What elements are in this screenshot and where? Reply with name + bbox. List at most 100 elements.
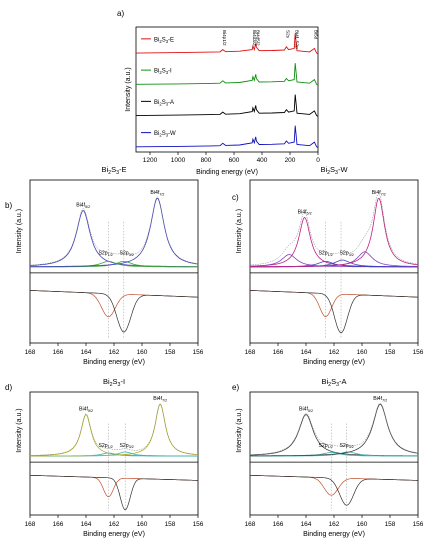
peak-label-1: S2p1/2 xyxy=(98,251,112,257)
x-tick-label: 156 xyxy=(193,521,204,528)
series-line-3 xyxy=(135,125,319,148)
y-axis-label: Intensity (a.u.) xyxy=(236,209,243,253)
difference-curve-right xyxy=(29,474,198,511)
peak-label-3: Bi4f7/2 xyxy=(372,190,386,196)
peak-label-0: Bi4f5/2 xyxy=(79,407,93,413)
x-tick-label: 164 xyxy=(81,349,92,356)
peak-label-3: Bi4f7/2 xyxy=(153,396,167,402)
x-tick-label-a-3: 600 xyxy=(229,157,240,164)
x-tick-label: 166 xyxy=(53,521,64,528)
difference-curve-left xyxy=(249,474,418,496)
x-tick-label: 160 xyxy=(357,521,368,528)
peak-label-2: S2p3/2 xyxy=(339,251,353,257)
fit-peak-0 xyxy=(250,216,418,268)
peak-label-0: Bi4f5/2 xyxy=(76,203,90,209)
x-tick-label: 160 xyxy=(357,349,368,356)
x-tick-label: 164 xyxy=(301,349,312,356)
x-tick-label: 158 xyxy=(165,349,176,356)
x-tick-label: 168 xyxy=(245,521,256,528)
fit-peak-0 xyxy=(30,210,198,267)
plot-frame-a xyxy=(135,26,319,153)
x-tick-label: 162 xyxy=(329,521,340,528)
x-tick-label: 158 xyxy=(385,521,396,528)
x-axis-label: Binding energy (eV) xyxy=(83,359,145,366)
plot-frame xyxy=(249,391,419,516)
fit-peak-0 xyxy=(250,414,418,457)
difference-curve-right xyxy=(249,474,418,506)
x-tick-label-a-0: 1200 xyxy=(143,157,158,164)
x-tick-label: 166 xyxy=(273,349,284,356)
legend-label-2: Bi2S3-A xyxy=(154,100,174,107)
peak-label-3: Bi4f7/2 xyxy=(150,190,164,196)
x-tick-label-a-1: 1000 xyxy=(171,157,186,164)
panel-a: a) Bi2S3-E Bi2S3-I Bi2S3-A Bi2S3-W Bi4p1/2 Bi4… xyxy=(117,9,320,176)
series-line-1 xyxy=(135,63,319,86)
fit-peak-0 xyxy=(30,414,198,457)
x-tick-label: 158 xyxy=(165,521,176,528)
x-tick-label: 164 xyxy=(301,521,312,528)
x-axis-label: Binding energy (eV) xyxy=(303,359,365,366)
x-axis-label: Binding energy (eV) xyxy=(303,531,365,538)
panel-d: d) Bi2S3-I Bi4f5/2 S2p1/2 S2p3/2 Bi4f7/2 168 16… xyxy=(5,377,204,538)
x-tick-label: 168 xyxy=(25,521,36,528)
x-tick-label: 162 xyxy=(329,349,340,356)
peak-label-3: Bi4f7/2 xyxy=(373,396,387,402)
x-tick-label: 168 xyxy=(25,349,36,356)
peak-label-2: S2p3/2 xyxy=(119,443,133,449)
peak-label-2: S2p3/2 xyxy=(119,251,133,257)
legend-label-1: Bi2S3-I xyxy=(154,69,172,76)
x-tick-label: 164 xyxy=(81,521,92,528)
x-tick-label: 156 xyxy=(413,349,424,356)
x-axis-label: Binding energy (eV) xyxy=(83,531,145,538)
series-line-0 xyxy=(135,33,319,55)
x-tick-label: 160 xyxy=(137,349,148,356)
difference-curve-right xyxy=(29,290,199,333)
difference-curve-left xyxy=(29,474,198,498)
difference-curve-left xyxy=(29,290,199,318)
x-tick-label: 166 xyxy=(273,521,284,528)
x-tick-label-a-2: 800 xyxy=(201,157,212,164)
peak-annotation-3: S2s xyxy=(285,30,290,39)
peak-label-1: S2p1/2 xyxy=(98,443,112,449)
fit-peak-3 xyxy=(250,403,419,457)
panel-c: c) Bi2S3-W Bi4f5/2 S2p1/2 S2p3/2 Bi4f7/2 168 16… xyxy=(232,165,424,366)
peak-label-1: S2p1/2 xyxy=(318,443,332,449)
fit-envelope xyxy=(29,196,199,266)
panel-title: Bi2S3-E xyxy=(101,165,126,176)
panel-label: d) xyxy=(5,383,12,392)
peak-annotation-5: Bi5d xyxy=(313,30,318,40)
panel-b: b) Bi2S3-E Bi4f5/2 S2p1/2 S2p3/2 Bi4f7/2 168 16… xyxy=(5,165,204,366)
x-tick-label: 156 xyxy=(193,349,204,356)
x-tick-label-a-4: 400 xyxy=(257,157,268,164)
x-tick-label: 158 xyxy=(385,349,396,356)
panel-label: e) xyxy=(232,383,239,392)
peak-annotation-4: Bi4f, S2p xyxy=(295,30,300,49)
x-tick-label-a-5: 200 xyxy=(285,157,296,164)
x-tick-label: 162 xyxy=(109,521,120,528)
difference-curve-right xyxy=(249,290,419,334)
panel-title: Bi2S3-I xyxy=(103,377,125,388)
difference-curve-left xyxy=(249,290,419,317)
y-axis-label: Intensity (a.u.) xyxy=(236,408,243,452)
fit-peak-5 xyxy=(250,197,419,268)
x-tick-label-a-6: 0 xyxy=(316,157,320,164)
x-axis-label-a: Binding energy (eV) xyxy=(196,169,258,176)
peak-annotation-0: Bi4p1/2 xyxy=(222,30,227,46)
x-tick-label: 160 xyxy=(137,521,148,528)
y-axis-label-a: Intensity (a.u.) xyxy=(125,67,132,111)
legend-label-0: Bi2S3-E xyxy=(154,37,174,44)
fit-peak-3 xyxy=(30,403,199,457)
peak-annotation-2: Bi4d5/2 xyxy=(255,30,260,46)
fit-envelope xyxy=(30,403,199,456)
panel-label: b) xyxy=(5,201,12,210)
panel-label-a: a) xyxy=(117,9,124,18)
fit-peak-3 xyxy=(30,197,199,267)
fit-envelope xyxy=(249,194,419,266)
peak-label-1: S2p1/2 xyxy=(318,251,332,257)
plot-frame xyxy=(29,391,199,516)
y-axis-label: Intensity (a.u.) xyxy=(16,209,23,253)
legend-label-3: Bi2S3-W xyxy=(154,131,176,138)
x-tick-label: 162 xyxy=(109,349,120,356)
